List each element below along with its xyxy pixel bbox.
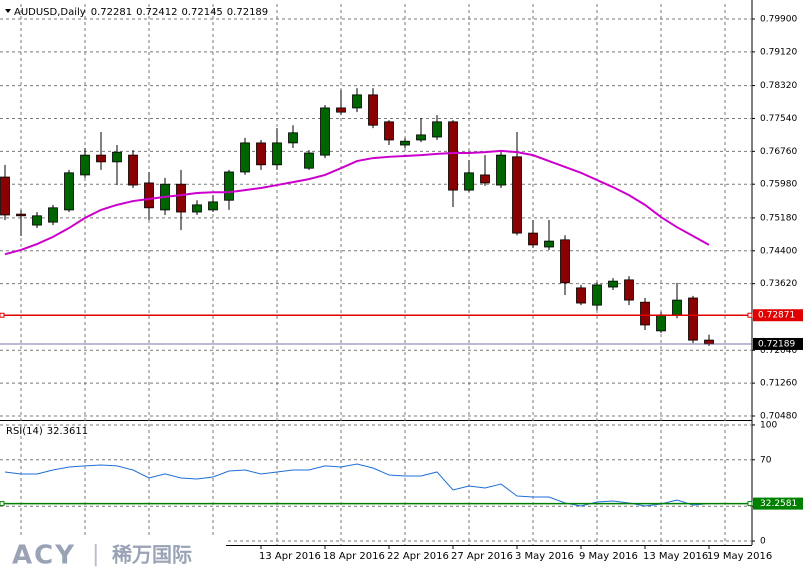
watermark-brand: ACY [12,541,76,571]
watermark-box [0,536,226,575]
candle-body [0,176,10,216]
y-tick-label: 100 [760,420,777,430]
candle-body [16,213,26,217]
candle-body [672,299,682,316]
y-tick-label: 0.71260 [760,379,797,389]
y-tick-label: 0 [760,537,766,547]
menu-triangle [5,9,11,13]
rsi-value: 32.3611 [47,426,88,437]
candle-body [480,174,490,184]
candle-body [352,94,362,109]
y-tick-label: 0.79900 [760,15,797,25]
low-value: 0.72145 [181,7,222,18]
x-tick-label: 19 May 2016 [707,551,772,562]
indicator-name: RSI(14) [6,426,43,437]
candle-body [272,142,282,166]
x-tick-label: 27 Apr 2016 [451,551,513,562]
level-handle [747,501,753,507]
chart-header: AUDUSD,Daily 0.72281 0.72412 0.72145 0.72189 [14,7,268,18]
candle-body [528,232,538,246]
candle-body [560,239,570,284]
y-tick-label: 70 [760,455,772,465]
candle-body [304,152,314,169]
candle-body [496,154,506,186]
candle-body [656,314,666,332]
plot-layer: 0.79900 0.79120 0.78320 0.77540 0.76760 0.759… [0,4,803,562]
high-value: 0.72412 [136,7,177,18]
last-price-tag-label: 0.72189 [758,339,795,349]
y-tick-label: 0.70480 [760,411,797,421]
candle-body [48,207,58,223]
y-tick-label: 0.75980 [760,180,797,190]
candle-body [464,172,474,191]
candle-body [432,121,442,138]
open-value: 0.72281 [91,7,132,18]
candle-body [256,142,266,166]
y-tick-label: 0.73620 [760,279,797,289]
candle-body [176,183,186,213]
candle-body [64,172,74,211]
moving-average [4,149,710,256]
candle-body [320,107,330,156]
candle-body [368,94,378,126]
candle-body [448,121,458,191]
candle-body [96,154,106,163]
candle-body [32,215,42,226]
candle-body [608,280,618,288]
y-tick-label: 0.79120 [760,47,797,57]
symbol: AUDUSD,Daily [14,7,86,18]
y-tick-label: 0.75180 [760,213,797,223]
candle-body [576,287,586,304]
candle-body [128,154,138,186]
level-tag [753,309,803,322]
candle-body [192,204,202,213]
x-tick-label: 3 May 2016 [515,551,574,562]
x-tick-label: 18 Apr 2016 [323,551,385,562]
y-tick-label: 0.77540 [760,114,797,124]
rsi-header: RSI(14) 32.3611 [6,426,88,437]
candle-body [640,301,650,326]
y-tick-label: 0.78320 [760,81,797,91]
x-tick-label: 9 May 2016 [579,551,638,562]
candle-body [224,171,234,201]
y-tick-label: 0.76760 [760,147,797,157]
candle-body [144,182,154,209]
x-tick-label: 22 Apr 2016 [387,551,449,562]
x-tick-label: 13 Apr 2016 [259,551,321,562]
level-handle [747,312,753,318]
candle-body [288,132,298,144]
last-price-tag [753,337,803,350]
candle-body [384,121,394,141]
candle-body [208,201,218,211]
close-value: 0.72189 [227,7,268,18]
candle-body [80,154,90,176]
y-tick-label: 0.74400 [760,246,797,256]
level-handle [0,312,5,318]
x-tick-label: 13 May 2016 [643,551,708,562]
candle-body [400,140,410,146]
candle-body [688,297,698,341]
watermark: ACY | 稀万国际 [0,536,226,575]
y-tick-label: 0.72040 [760,346,797,356]
level-tag [753,497,803,510]
level-tag-label: 32.2581 [760,499,797,509]
candle-body [544,240,554,248]
candle-body [624,279,634,301]
candle-body [336,107,346,113]
level-tag-label: 0.72871 [758,311,795,321]
candle-body [240,142,250,173]
candle-body [112,151,122,163]
candle-body [416,134,426,141]
watermark-chinese: 稀万国际 [112,543,192,567]
candle-body [592,284,602,306]
watermark-separator: | [92,542,99,567]
candle-body [512,156,522,234]
candle-body [704,339,714,345]
level-handle [0,501,5,507]
